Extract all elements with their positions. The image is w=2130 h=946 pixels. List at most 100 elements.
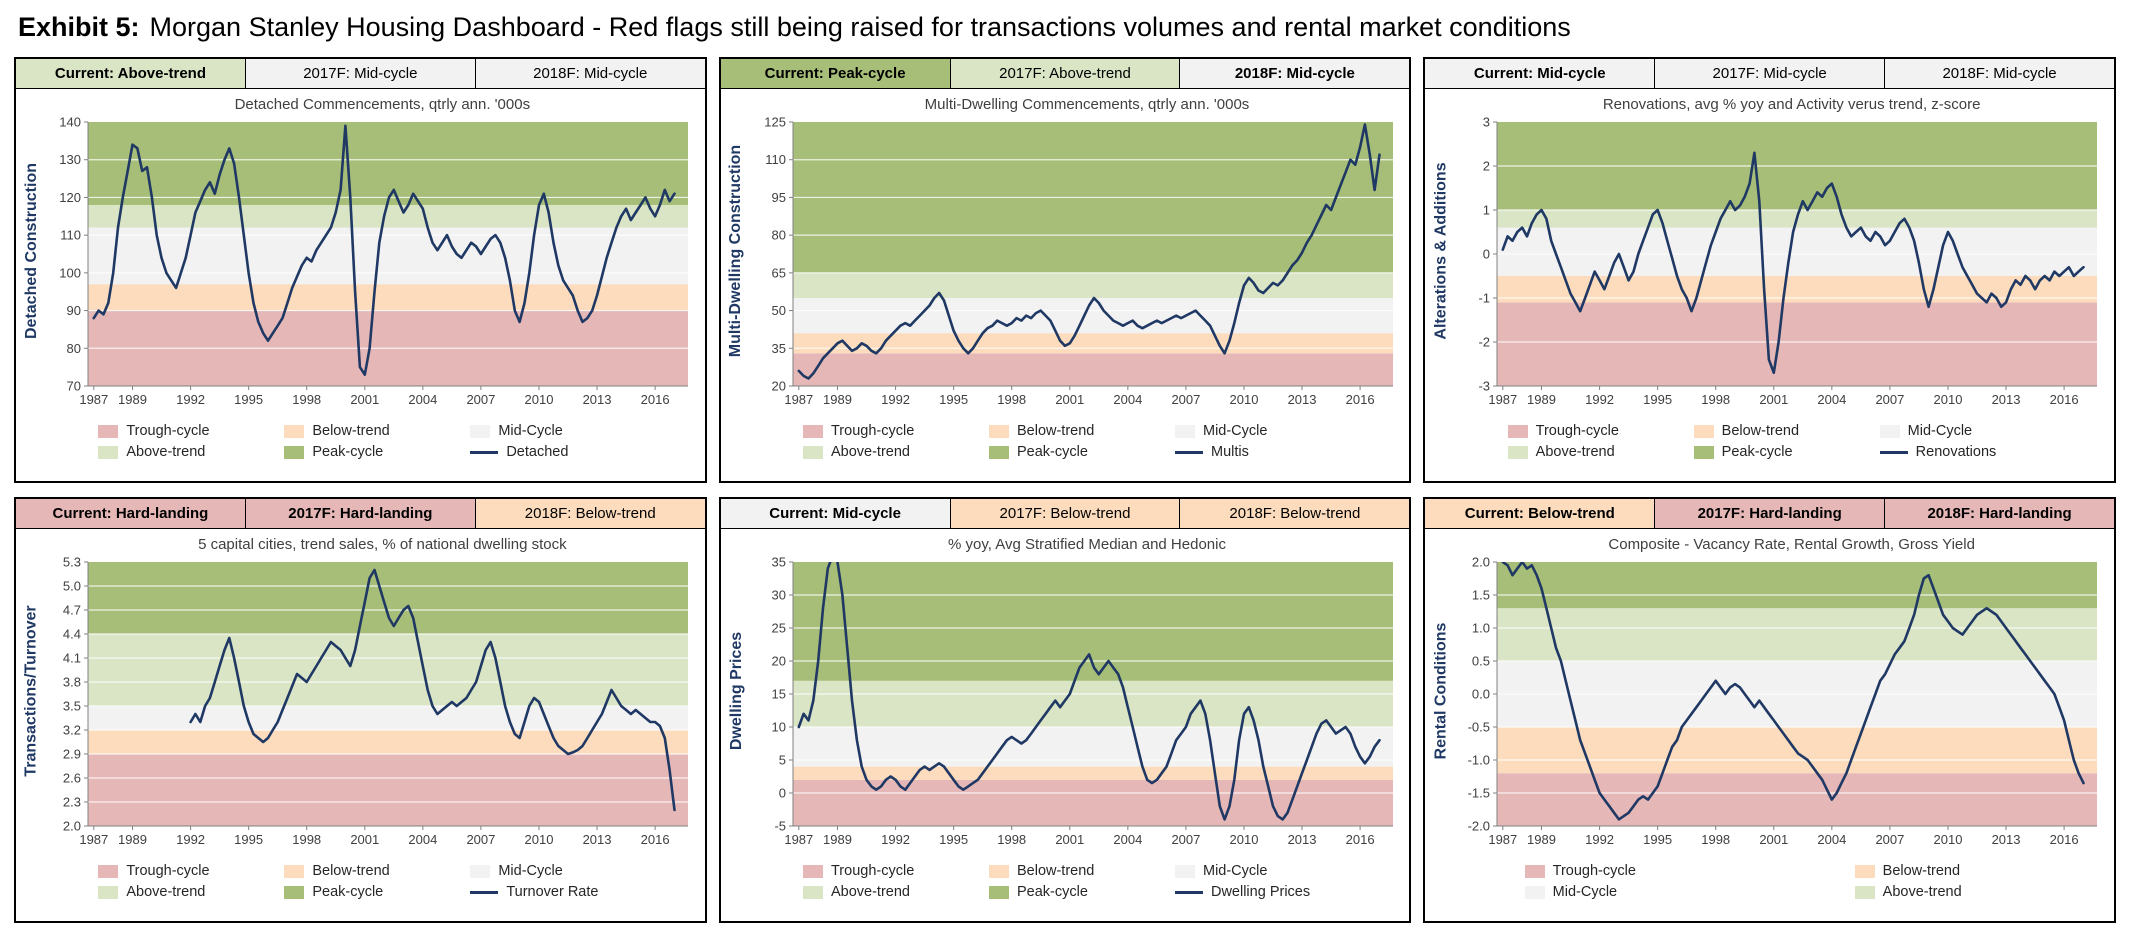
legend-label: Above-trend <box>126 444 206 460</box>
legend-band-swatch <box>470 424 491 438</box>
legend-band-swatch <box>988 445 1009 459</box>
chart-area: Dwelling Prices -5 0 5 10 15 20 25 30 35 1987 1989… <box>721 556 1410 858</box>
x-tick-label: 2001 <box>1055 392 1084 407</box>
exhibit-heading: Exhibit 5: Morgan Stanley Housing Dashboa… <box>18 12 2116 43</box>
legend-line-swatch <box>470 890 499 894</box>
y-tick-label: 4.1 <box>63 651 81 666</box>
status-cell: Current: Above-trend <box>16 59 246 88</box>
y-axis-title: Rental Conditions <box>1432 622 1450 760</box>
legend-item: Below-trend <box>1693 423 1799 439</box>
panel-status-header: Current: Hard-landing 2017F: Hard-landing… <box>16 499 705 529</box>
legend-label: Below-trend <box>1016 423 1095 439</box>
legend-band-swatch <box>1507 445 1528 459</box>
x-tick-label: 2004 <box>408 832 437 847</box>
y-tick-label: 5.0 <box>63 579 81 594</box>
y-tick-label: -2.0 <box>1468 819 1490 834</box>
status-cell: Current: Hard-landing <box>16 499 246 528</box>
legend-band-swatch <box>98 864 119 878</box>
legend-band-swatch <box>284 445 305 459</box>
y-tick-label: 70 <box>67 379 81 394</box>
legend-item: Above-trend <box>1507 444 1615 460</box>
legend-label: Peak-cycle <box>1016 884 1088 900</box>
panel-renovations: Current: Mid-cycle 2017F: Mid-cycle 2018F:… <box>1423 57 2116 483</box>
legend-item: Trough-cycle <box>802 423 915 439</box>
legend-band-swatch <box>1854 885 1875 899</box>
x-tick-label: 1992 <box>1585 392 1614 407</box>
legend-band-swatch <box>1693 445 1714 459</box>
x-tick-label: 2016 <box>641 832 670 847</box>
status-cell: Current: Peak-cycle <box>720 59 951 88</box>
panel-status-header: Current: Above-trend 2017F: Mid-cycle 2018… <box>16 59 705 89</box>
y-tick-label: 100 <box>59 265 81 280</box>
band-above <box>792 680 1393 727</box>
y-axis-title: Detached Construction <box>23 162 41 340</box>
x-tick-label: 1992 <box>1585 832 1614 847</box>
legend-item: Above-trend <box>802 444 910 460</box>
legend-band-swatch <box>802 885 823 899</box>
legend-label: Trough-cycle <box>126 423 210 439</box>
x-tick-label: 2016 <box>641 392 670 407</box>
y-tick-label: -2 <box>1479 335 1491 350</box>
y-tick-label: 3.5 <box>63 699 81 714</box>
y-tick-label: 125 <box>764 116 786 130</box>
legend-label: Trough-cycle <box>830 423 915 439</box>
chart-area: Alterations & Additions -3 -2 -1 0 1 2 3 1987 19… <box>1425 116 2114 418</box>
legend-label: Mid-Cycle <box>1907 423 1973 439</box>
x-tick-label: 2007 <box>1876 392 1905 407</box>
legend-band-swatch <box>98 445 119 459</box>
panel-status-header: Current: Below-trend 2017F: Hard-landing 2… <box>1425 499 2114 529</box>
exhibit-number: Exhibit 5: <box>18 12 140 42</box>
panel-detached: Current: Above-trend 2017F: Mid-cycle 2018… <box>14 57 707 483</box>
band-peak <box>1497 562 2098 609</box>
x-tick-label: 2007 <box>1171 392 1200 407</box>
legend-band-swatch <box>470 864 491 878</box>
legend-item: Mid-Cycle <box>1174 423 1267 439</box>
status-cell: 2018F: Mid-cycle <box>1180 59 1410 88</box>
legend-item: Above-trend <box>1854 884 1962 900</box>
x-tick-label: 2016 <box>1345 832 1374 847</box>
status-cell: 2018F: Hard-landing <box>1885 499 2114 528</box>
legend-label: Mid-Cycle <box>498 423 563 439</box>
legend-label: Above-trend <box>1882 884 1962 900</box>
legend-item: Trough-cycle <box>1507 423 1619 439</box>
x-tick-label: 1992 <box>176 832 205 847</box>
band-trough <box>792 779 1393 826</box>
series-line <box>797 562 1381 821</box>
legend-item: Peak-cycle <box>988 884 1088 900</box>
y-tick-label: 2.6 <box>63 771 81 786</box>
panel-rental-conditions: Current: Below-trend 2017F: Hard-landing 2… <box>1423 497 2116 923</box>
x-tick-label: 1989 <box>1527 392 1556 407</box>
y-tick-label: -1.0 <box>1468 753 1490 768</box>
band-trough <box>1497 773 2098 826</box>
x-tick-label: 1987 <box>79 392 108 407</box>
y-axis-title: Alterations & Additions <box>1432 162 1450 340</box>
legend: Trough-cycle Below-trend Mid-Cycle Above-tr… <box>1425 418 2114 481</box>
series-line <box>1501 562 2086 821</box>
x-tick-label: 1987 <box>784 832 813 847</box>
chart-svg: -3 -2 -1 0 1 2 3 1987 1989 1992 1995 1998 2001 2004 20… <box>1479 116 2098 407</box>
legend-label: Trough-cycle <box>830 863 915 879</box>
legend-label: Above-trend <box>830 884 910 900</box>
legend-band-swatch <box>284 864 305 878</box>
x-tick-label: 2013 <box>1992 832 2021 847</box>
x-tick-label: 1989 <box>118 392 147 407</box>
legend-label: Below-trend <box>312 863 390 879</box>
x-tick-label: 2016 <box>2050 832 2079 847</box>
band-above <box>1497 608 2098 661</box>
panel-multi-dwelling: Current: Peak-cycle 2017F: Above-trend 201… <box>718 57 1412 483</box>
legend-item: Peak-cycle <box>988 444 1088 460</box>
status-cell: 2017F: Hard-landing <box>245 499 476 528</box>
legend: Trough-cycle Below-trend Mid-Cycle Above-tr… <box>1425 858 2114 921</box>
x-tick-label: 1987 <box>1489 392 1518 407</box>
x-tick-label: 2007 <box>1876 832 1905 847</box>
y-tick-label: 50 <box>771 303 785 318</box>
y-tick-label: 30 <box>771 588 785 603</box>
x-tick-label: 1989 <box>823 392 852 407</box>
legend-label: Multis <box>1210 444 1249 460</box>
x-tick-label: 2004 <box>408 392 437 407</box>
legend: Trough-cycle Below-trend Mid-Cycle Above-tr… <box>16 418 705 481</box>
x-tick-label: 1992 <box>881 832 910 847</box>
legend-band-swatch <box>988 424 1009 438</box>
legend-label: Peak-cycle <box>312 884 384 900</box>
